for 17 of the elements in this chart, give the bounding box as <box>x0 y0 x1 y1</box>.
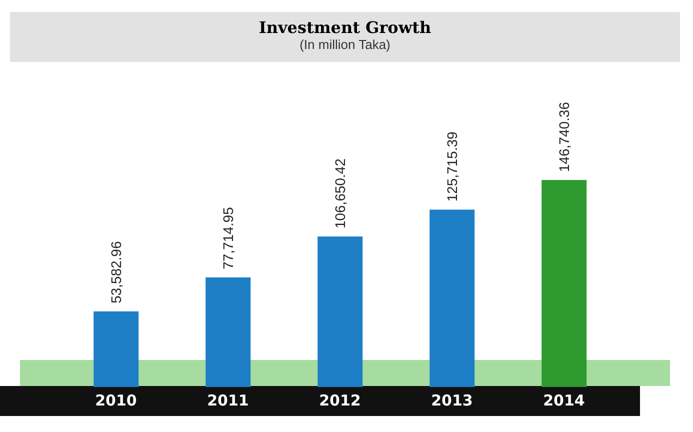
chart-subtitle: (In million Taka) <box>298 37 392 52</box>
x-tick-label: 2012 <box>319 392 361 410</box>
x-tick-label: 2011 <box>207 392 249 410</box>
data-label: 106,650.42 <box>332 158 348 229</box>
bar <box>318 236 363 387</box>
data-label: 53,582.96 <box>108 240 124 304</box>
bar <box>430 210 475 387</box>
bar <box>94 311 139 387</box>
data-label: 125,715.39 <box>444 131 460 202</box>
data-label: 77,714.95 <box>220 206 236 270</box>
bar <box>542 180 587 387</box>
data-label: 146,740.36 <box>556 102 572 172</box>
x-tick-label: 2013 <box>431 392 473 410</box>
x-tick-label: 2014 <box>543 392 585 410</box>
bar <box>206 277 251 387</box>
x-tick-label: 2010 <box>95 392 137 410</box>
chart-title: Investment Growth <box>258 18 432 37</box>
